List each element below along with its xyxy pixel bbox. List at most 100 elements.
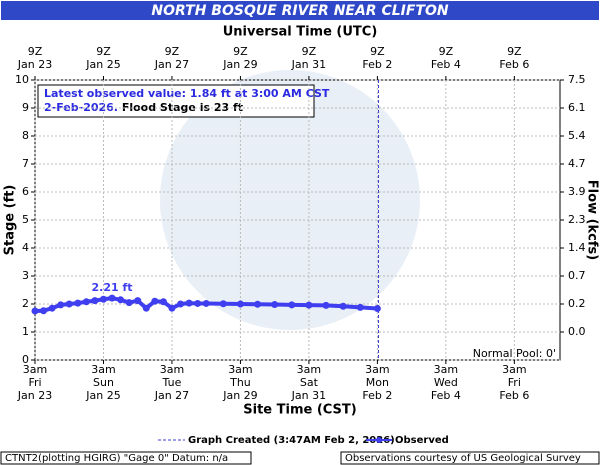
data-point: [305, 301, 313, 309]
annotation: Latest observed value: 1.84 ft at 3:00 A…: [44, 87, 330, 100]
y2-axis-label: Flow (kcfs): [585, 180, 600, 260]
y-tick-label: 9: [22, 101, 29, 114]
x-tick-label: Tue: [162, 376, 182, 389]
data-point: [74, 299, 82, 307]
data-point: [288, 301, 296, 309]
legend-observed-marker: [376, 437, 382, 443]
x2-tick-label: 9Z: [165, 45, 180, 58]
data-point: [254, 300, 262, 308]
x-tick-label: Jan 31: [291, 389, 326, 402]
data-point: [373, 304, 381, 312]
x-tick-label: Wed: [434, 376, 458, 389]
x-tick-label: Sat: [300, 376, 319, 389]
peak-label: 2.21 ft: [92, 281, 133, 294]
watermark: [160, 70, 420, 330]
y-tick-label: 8: [22, 129, 29, 142]
data-point: [91, 297, 99, 305]
y2-tick-label: 6.1: [568, 101, 586, 114]
top-axis-label: Universal Time (UTC): [223, 25, 378, 40]
data-point: [356, 303, 364, 311]
x-tick-label: 3am: [502, 363, 526, 376]
y-tick-label: 7: [22, 157, 29, 170]
data-point: [57, 301, 65, 309]
data-point: [339, 302, 347, 310]
chart-title: NORTH BOSQUE RIVER NEAR CLIFTON: [151, 3, 449, 19]
x-tick-label: Feb 2: [362, 389, 392, 402]
y-tick-label: 10: [15, 73, 29, 86]
data-point: [219, 300, 227, 308]
data-point: [134, 297, 142, 305]
x2-tick-label: Feb 6: [499, 58, 529, 71]
x-tick-label: Jan 25: [85, 389, 120, 402]
y2-tick-label: 1.4: [568, 241, 586, 254]
x-tick-label: 3am: [91, 363, 115, 376]
x-tick-label: Mon: [366, 376, 389, 389]
legend-created: Graph Created (3:47AM Feb 2, 2026): [188, 435, 395, 446]
x2-tick-label: Jan 31: [291, 58, 326, 71]
x-tick-label: Jan 27: [154, 389, 189, 402]
x-tick-label: Jan 23: [17, 389, 52, 402]
data-point: [40, 307, 48, 315]
y2-tick-label: 4.7: [568, 157, 586, 170]
data-point: [168, 304, 176, 312]
x-tick-label: Feb 4: [431, 389, 461, 402]
y-tick-label: 6: [22, 185, 29, 198]
x-tick-label: Fri: [28, 376, 41, 389]
data-point: [31, 307, 39, 315]
y-tick-label: 2: [22, 297, 29, 310]
y-tick-label: 3: [22, 269, 29, 282]
x2-tick-label: Jan 23: [17, 58, 52, 71]
x2-tick-label: Feb 4: [431, 58, 461, 71]
x2-tick-label: Jan 25: [85, 58, 120, 71]
x-tick-label: 3am: [297, 363, 321, 376]
x2-tick-label: 9Z: [28, 45, 43, 58]
data-point: [117, 296, 125, 304]
x-tick-label: 3am: [434, 363, 458, 376]
data-point: [159, 298, 167, 306]
x-tick-label: Sun: [93, 376, 114, 389]
y2-tick-label: 5.4: [568, 129, 586, 142]
y2-tick-label: 2.3: [568, 213, 586, 226]
x-tick-label: 3am: [228, 363, 252, 376]
footer-right-box: [340, 451, 600, 465]
y-axis-label: Stage (ft): [3, 185, 18, 256]
x2-tick-label: 9Z: [233, 45, 248, 58]
annotation-flood: Flood Stage is 23 ft: [122, 101, 243, 114]
x-tick-label: Jan 29: [222, 389, 257, 402]
data-point: [271, 301, 279, 309]
data-point: [185, 299, 193, 307]
y2-tick-label: 0.7: [568, 269, 586, 282]
x2-tick-label: Feb 2: [362, 58, 392, 71]
data-point: [236, 300, 244, 308]
data-point: [125, 299, 133, 307]
x2-tick-label: 9Z: [302, 45, 317, 58]
y-tick-label: 0: [22, 353, 29, 366]
x-tick-label: 3am: [365, 363, 389, 376]
data-point: [99, 295, 107, 303]
y-tick-label: 1: [22, 325, 29, 338]
y2-tick-label: 0.2: [568, 297, 586, 310]
x-tick-label: Feb 6: [499, 389, 529, 402]
data-point: [177, 300, 185, 308]
x2-tick-label: 9Z: [370, 45, 385, 58]
x-tick-label: Thu: [229, 376, 251, 389]
data-point: [151, 297, 159, 305]
footer-left: CTNT2(plotting HGIRG) "Gage 0" Datum: n/…: [5, 453, 228, 464]
x2-tick-label: 9Z: [439, 45, 454, 58]
data-point: [322, 301, 330, 309]
data-point: [82, 298, 90, 306]
legend-observed: Observed: [395, 435, 449, 446]
data-point: [202, 299, 210, 307]
data-point: [48, 304, 56, 312]
x-axis-label: Site Time (CST): [243, 403, 356, 418]
x2-tick-label: 9Z: [507, 45, 522, 58]
x2-tick-label: Jan 27: [154, 58, 189, 71]
x-tick-label: Fri: [508, 376, 521, 389]
data-point: [65, 300, 73, 308]
y2-tick-label: 3.9: [568, 185, 586, 198]
data-point: [194, 299, 202, 307]
x-tick-label: 3am: [23, 363, 47, 376]
footer-left-box: [0, 451, 252, 465]
x-tick-label: 3am: [160, 363, 184, 376]
